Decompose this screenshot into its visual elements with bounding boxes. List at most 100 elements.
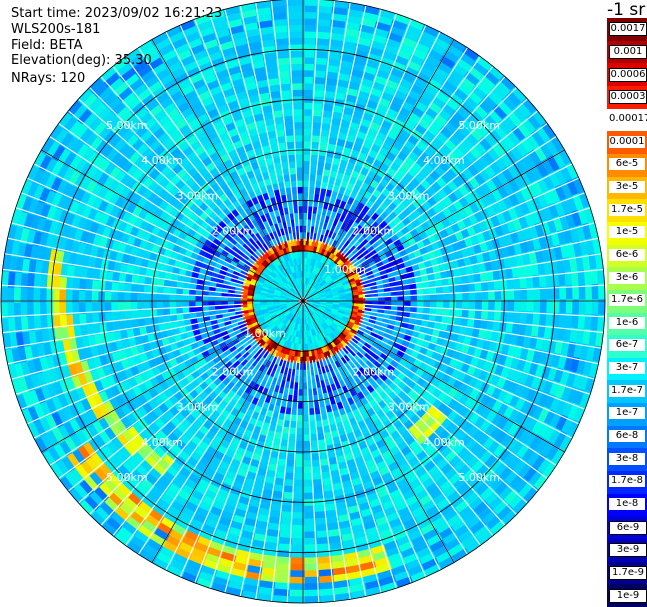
radar-bin bbox=[283, 310, 290, 317]
radar-bin bbox=[280, 316, 287, 323]
radar-bin bbox=[266, 515, 282, 525]
radar-bin bbox=[275, 543, 292, 552]
radar-bin bbox=[264, 327, 272, 335]
radar-bin bbox=[310, 459, 322, 468]
radar-bin bbox=[272, 477, 286, 486]
radar-bin bbox=[295, 427, 304, 435]
radar-bin bbox=[509, 332, 519, 348]
radar-bin bbox=[286, 570, 305, 578]
radar-bin bbox=[305, 277, 309, 285]
radar-bin bbox=[324, 288, 332, 293]
radar-bin bbox=[297, 330, 301, 338]
radar-bin bbox=[360, 17, 380, 29]
radar-bin bbox=[328, 38, 346, 48]
radar-bin bbox=[326, 58, 343, 67]
radar-bin bbox=[322, 312, 330, 318]
radar-bin bbox=[329, 284, 337, 290]
radar-bin bbox=[301, 63, 317, 71]
radar-bin bbox=[261, 351, 270, 360]
radar-bin bbox=[289, 342, 295, 350]
radar-bin bbox=[328, 32, 347, 42]
radar-bin bbox=[319, 293, 327, 297]
radar-bin bbox=[209, 575, 230, 588]
radar-bin bbox=[312, 328, 317, 337]
radar-bin bbox=[352, 323, 361, 330]
radar-bin bbox=[525, 347, 536, 364]
radar-bin bbox=[311, 485, 325, 494]
radar-bin bbox=[422, 306, 431, 316]
radar-bin bbox=[588, 329, 598, 350]
radar-bin bbox=[277, 330, 284, 338]
radar-bin bbox=[598, 299, 606, 319]
radar-bin bbox=[314, 327, 320, 335]
radar-bin bbox=[349, 523, 366, 534]
radar-bin bbox=[279, 331, 285, 339]
radar-bin bbox=[366, 538, 384, 550]
radar-bin bbox=[244, 334, 253, 343]
radar-bin bbox=[301, 473, 314, 481]
radar-bin bbox=[312, 293, 319, 297]
radar-bin bbox=[230, 375, 240, 386]
radar-bin bbox=[321, 283, 329, 289]
radar-bin bbox=[302, 414, 311, 423]
radar-bin bbox=[310, 128, 323, 137]
radar-bin bbox=[333, 233, 342, 242]
radar-bin bbox=[328, 282, 336, 288]
radar-bin bbox=[287, 314, 294, 321]
radar-bin bbox=[312, 304, 320, 308]
radar-bin bbox=[229, 560, 249, 572]
radar-bin bbox=[274, 350, 281, 359]
radar-bin bbox=[374, 368, 384, 378]
radar-bin bbox=[537, 324, 546, 341]
radar-bin bbox=[341, 318, 349, 324]
radar-bin bbox=[236, 536, 254, 547]
radar-bin bbox=[333, 240, 342, 249]
radar-bin bbox=[276, 312, 284, 318]
radar-bin bbox=[323, 83, 339, 93]
radar-bin bbox=[282, 310, 290, 316]
radar-bin bbox=[307, 310, 311, 317]
radar-bin bbox=[242, 331, 251, 340]
radar-bin bbox=[455, 291, 463, 302]
radar-bin bbox=[257, 573, 276, 583]
radar-bin bbox=[271, 315, 279, 322]
radar-bin bbox=[532, 274, 541, 291]
radar-bin bbox=[301, 5, 321, 13]
radar-bin bbox=[336, 325, 344, 333]
radar-bin bbox=[308, 420, 318, 429]
radar-bin bbox=[358, 567, 378, 579]
radar-bin bbox=[309, 279, 314, 286]
radar-bin bbox=[329, 312, 337, 318]
radar-bin bbox=[350, 61, 368, 73]
radar-bin bbox=[349, 266, 358, 274]
radar-bin bbox=[334, 267, 342, 275]
radar-bin bbox=[301, 69, 317, 78]
radar-bin bbox=[545, 312, 554, 329]
radar-bin bbox=[313, 297, 321, 300]
radar-bin bbox=[409, 305, 418, 314]
radar-bin bbox=[560, 181, 574, 202]
radar-bin bbox=[302, 343, 306, 351]
radar-bin bbox=[570, 313, 580, 332]
radar-bin bbox=[317, 318, 324, 325]
radar-bin bbox=[429, 300, 437, 309]
radar-bin bbox=[429, 293, 437, 302]
radar-bin bbox=[246, 346, 255, 355]
radar-bin bbox=[308, 167, 318, 175]
radar-bin bbox=[321, 109, 335, 119]
radar-bin bbox=[338, 308, 346, 313]
radar-bin bbox=[323, 503, 338, 512]
radar-bin bbox=[513, 299, 522, 314]
radar-bin bbox=[301, 37, 319, 45]
radar-bin bbox=[340, 254, 348, 262]
radar-bin bbox=[324, 257, 331, 266]
radar-bin bbox=[352, 536, 370, 547]
radar-bin bbox=[342, 313, 351, 320]
radar-bin bbox=[363, 341, 373, 350]
radar-bin bbox=[381, 359, 391, 370]
radar-bin bbox=[301, 596, 321, 604]
radar-bin bbox=[536, 207, 548, 226]
radar-bin bbox=[286, 446, 297, 455]
radar-bin bbox=[313, 266, 319, 274]
radar-bin bbox=[307, 277, 311, 285]
